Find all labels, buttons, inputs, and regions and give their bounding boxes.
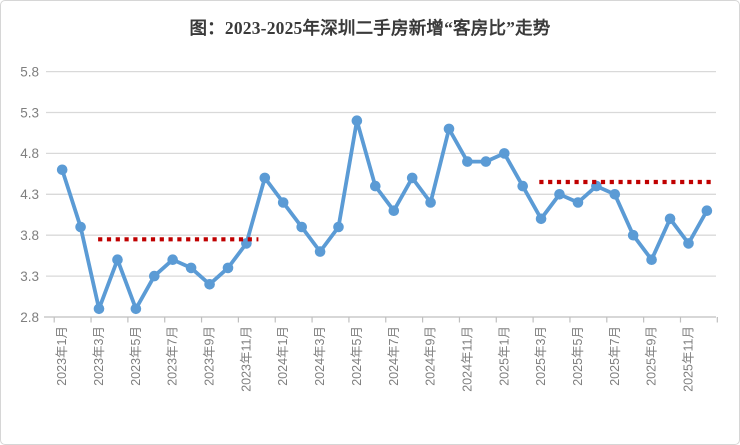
y-tick-label: 4.3	[20, 187, 39, 202]
data-point-marker	[609, 189, 621, 200]
data-point-marker	[664, 213, 676, 225]
x-tick-label: 2025年1月	[497, 326, 511, 386]
x-tick-label: 2025年5月	[571, 326, 585, 386]
chart-title: 图：2023-2025年深圳二手房新增“客房比”走势	[189, 18, 551, 38]
y-tick-label: 3.3	[20, 269, 39, 284]
data-point-marker	[277, 197, 289, 208]
data-point-marker	[259, 172, 271, 184]
data-point-marker	[296, 221, 308, 233]
data-point-marker	[149, 270, 160, 282]
x-tick-label: 2023年11月	[239, 326, 253, 392]
data-point-marker	[112, 254, 123, 265]
y-tick-label: 5.8	[20, 64, 39, 79]
data-point-marker	[443, 123, 455, 135]
y-tick-label: 3.8	[20, 228, 39, 243]
data-point-marker	[701, 205, 713, 216]
x-tick-label: 2024年11月	[460, 326, 474, 392]
data-point-marker	[683, 238, 694, 249]
data-point-marker	[425, 197, 436, 208]
x-tick-label: 2024年7月	[387, 326, 401, 386]
data-point-marker	[480, 156, 492, 167]
x-tick-label: 2025年11月	[681, 326, 695, 392]
x-tick-label: 2024年1月	[276, 326, 290, 386]
x-tick-label: 2024年9月	[424, 326, 438, 386]
x-tick-label: 2025年3月	[534, 326, 548, 386]
data-point-marker	[517, 180, 528, 192]
data-point-marker	[627, 229, 639, 241]
series-line	[60, 118, 709, 311]
x-tick-label: 2023年1月	[55, 326, 69, 386]
data-point-marker	[388, 205, 400, 216]
data-point-marker	[130, 303, 142, 315]
x-tick-label: 2024年5月	[350, 326, 364, 386]
y-tick-label: 5.3	[20, 105, 39, 120]
data-point-marker	[370, 180, 381, 192]
data-point-marker	[167, 254, 178, 265]
x-tick-label: 2023年9月	[203, 326, 217, 386]
data-point-marker	[314, 246, 326, 257]
data-point-marker	[93, 303, 105, 315]
y-tick-label: 4.8	[20, 146, 39, 161]
data-point-marker	[351, 115, 363, 126]
x-tick-label: 2023年7月	[166, 326, 180, 386]
x-tick-label: 2024年3月	[313, 326, 327, 386]
data-point-marker	[406, 172, 418, 184]
data-point-marker	[204, 279, 215, 290]
data-point-marker	[535, 213, 547, 225]
data-point-marker	[499, 148, 510, 159]
data-point-marker	[185, 262, 197, 274]
data-point-marker	[646, 254, 657, 265]
x-tick-label: 2025年9月	[645, 326, 659, 386]
y-tick-label: 2.8	[20, 310, 39, 325]
data-point-marker	[222, 262, 234, 274]
data-point-marker	[554, 189, 565, 200]
x-tick-label: 2025年7月	[608, 326, 622, 386]
data-point-marker	[333, 221, 344, 233]
data-point-marker	[572, 197, 584, 208]
data-point-marker	[56, 164, 68, 176]
data-point-marker	[75, 221, 86, 233]
x-tick-label: 2023年3月	[92, 326, 106, 386]
data-point-marker	[462, 156, 473, 167]
x-tick-label: 2023年5月	[129, 326, 143, 386]
